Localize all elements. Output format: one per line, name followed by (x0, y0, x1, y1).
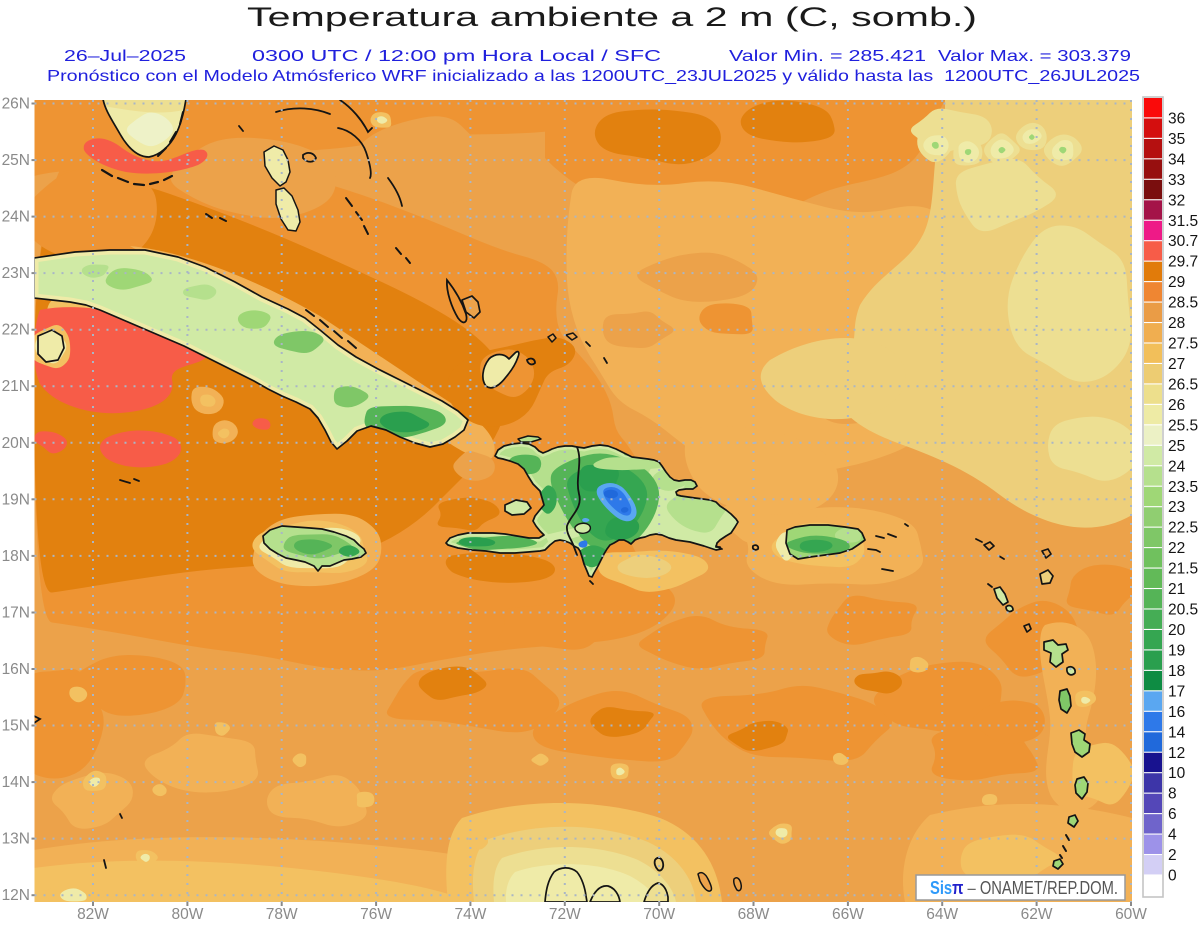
svg-text:14: 14 (1168, 724, 1186, 741)
svg-text:26–Jul–2025: 26–Jul–2025 (64, 48, 186, 65)
svg-text:17N: 17N (2, 605, 30, 622)
svg-text:21N: 21N (2, 378, 30, 395)
svg-text:2: 2 (1168, 847, 1177, 864)
svg-text:32: 32 (1168, 192, 1185, 209)
svg-text:27: 27 (1168, 356, 1185, 373)
svg-text:82W: 82W (77, 906, 109, 923)
svg-text:24: 24 (1168, 458, 1186, 475)
svg-text:13N: 13N (2, 831, 30, 848)
svg-text:6: 6 (1168, 806, 1177, 823)
svg-text:Sisπ – ONAMET/REP.DOM.: Sisπ – ONAMET/REP.DOM. (930, 878, 1118, 898)
svg-text:28: 28 (1168, 315, 1185, 332)
svg-text:29: 29 (1168, 274, 1185, 291)
svg-text:23.5: 23.5 (1168, 479, 1198, 496)
svg-text:26: 26 (1168, 397, 1185, 414)
svg-text:74W: 74W (454, 906, 486, 923)
svg-text:Pronóstico con el Modelo Atmós: Pronóstico con el Modelo Atmósferico WRF… (47, 68, 1140, 85)
svg-text:20.5: 20.5 (1168, 602, 1198, 619)
svg-text:16N: 16N (2, 661, 30, 678)
svg-text:25: 25 (1168, 438, 1185, 455)
svg-text:72W: 72W (549, 906, 581, 923)
svg-text:70W: 70W (643, 906, 675, 923)
svg-text:64W: 64W (926, 906, 958, 923)
svg-text:22N: 22N (2, 322, 30, 339)
svg-text:22.5: 22.5 (1168, 520, 1198, 537)
svg-text:23N: 23N (2, 265, 30, 282)
svg-text:26.5: 26.5 (1168, 377, 1198, 394)
svg-text:10: 10 (1168, 765, 1186, 782)
svg-text:Valor Max. = 303.379: Valor Max. = 303.379 (938, 48, 1131, 65)
svg-text:80W: 80W (171, 906, 203, 923)
svg-text:Valor Min. = 285.421: Valor Min. = 285.421 (729, 48, 926, 65)
svg-text:17: 17 (1168, 683, 1185, 700)
svg-text:28.5: 28.5 (1168, 295, 1198, 312)
svg-text:76W: 76W (360, 906, 392, 923)
svg-text:60W: 60W (1115, 906, 1147, 923)
svg-text:27.5: 27.5 (1168, 336, 1198, 353)
svg-text:30.7: 30.7 (1168, 233, 1198, 250)
svg-text:78W: 78W (266, 906, 298, 923)
svg-text:8: 8 (1168, 786, 1177, 803)
svg-text:25N: 25N (2, 152, 30, 169)
svg-text:16: 16 (1168, 704, 1185, 721)
svg-text:29.7: 29.7 (1168, 254, 1198, 271)
svg-text:21.5: 21.5 (1168, 561, 1198, 578)
svg-text:12N: 12N (2, 887, 30, 904)
svg-text:Temperatura ambiente a 2 m (C,: Temperatura ambiente a 2 m (C, somb.) (247, 2, 977, 32)
svg-text:23: 23 (1168, 499, 1185, 516)
svg-text:66W: 66W (832, 906, 864, 923)
svg-text:12: 12 (1168, 745, 1185, 762)
svg-text:0300 UTC / 12:00 pm Hora Local: 0300 UTC / 12:00 pm Hora Local / SFC (252, 48, 661, 65)
svg-text:68W: 68W (738, 906, 770, 923)
svg-text:36: 36 (1168, 111, 1185, 128)
svg-text:25.5: 25.5 (1168, 417, 1198, 434)
svg-text:15N: 15N (2, 718, 30, 735)
svg-text:18N: 18N (2, 548, 30, 565)
svg-text:26N: 26N (2, 96, 30, 113)
svg-text:19: 19 (1168, 643, 1185, 660)
svg-text:31.5: 31.5 (1168, 213, 1198, 230)
svg-text:34: 34 (1168, 151, 1186, 168)
svg-text:24N: 24N (2, 209, 30, 226)
svg-text:18: 18 (1168, 663, 1185, 680)
svg-text:19N: 19N (2, 491, 30, 508)
svg-text:35: 35 (1168, 131, 1185, 148)
svg-text:62W: 62W (1021, 906, 1053, 923)
svg-text:20: 20 (1168, 622, 1186, 639)
svg-text:0: 0 (1168, 868, 1177, 885)
svg-text:33: 33 (1168, 172, 1185, 189)
svg-text:21: 21 (1168, 581, 1185, 598)
svg-text:22: 22 (1168, 540, 1185, 557)
svg-text:4: 4 (1168, 827, 1177, 844)
svg-text:14N: 14N (2, 774, 30, 791)
svg-text:20N: 20N (2, 435, 30, 452)
